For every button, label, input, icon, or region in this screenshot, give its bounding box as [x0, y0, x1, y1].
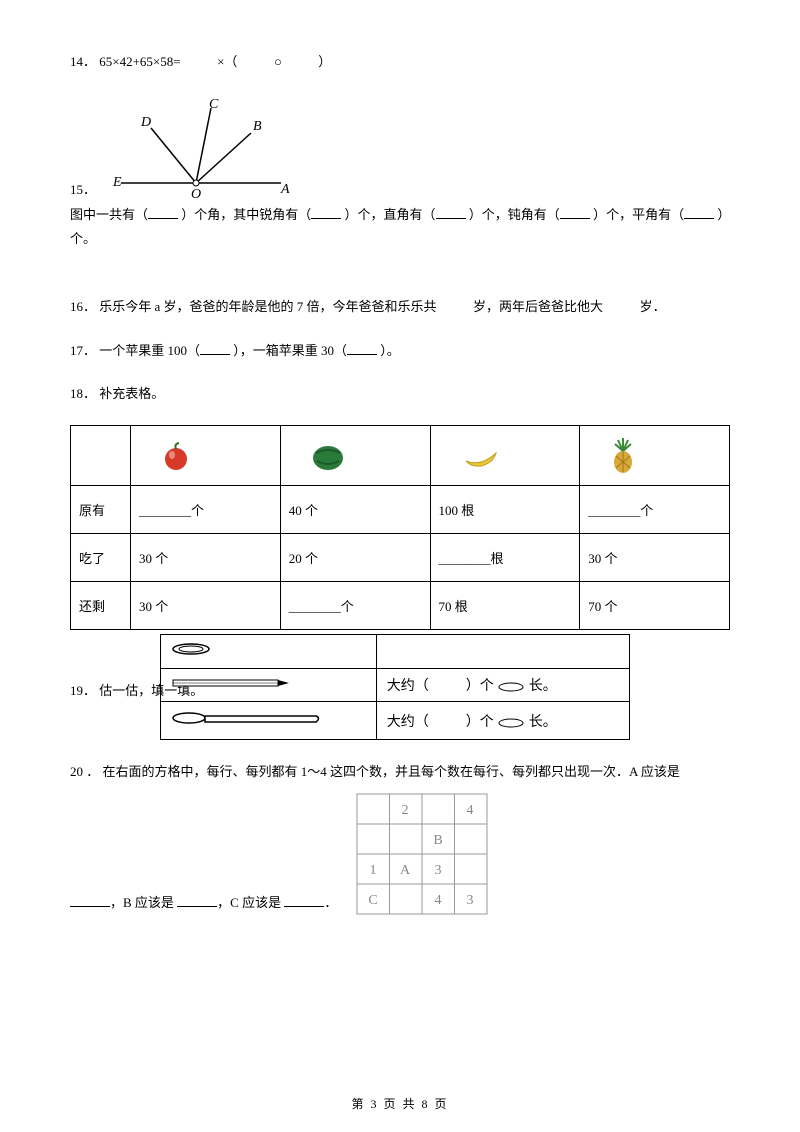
label-b: B: [253, 119, 262, 134]
apple-icon: [131, 426, 281, 486]
q15-text: 图中一共有（ ）个角，其中锐角有（ ）个，直角有（ ）个，钝角有（ ）个，平角有…: [70, 203, 730, 250]
label-e: E: [112, 175, 122, 190]
estimate-table: 大约（ ）个 长。 大约（ ）个 长。: [160, 634, 630, 740]
grid-cell: 3: [435, 863, 442, 878]
table-row: 大约（ ）个 长。: [161, 669, 630, 702]
grid-cell: 2: [402, 803, 409, 818]
banana-icon: [430, 426, 580, 486]
q15-row: 15． A B C D E O: [70, 93, 730, 203]
table-row: [161, 635, 630, 669]
label-o: O: [191, 187, 201, 198]
table-row: 吃了 30 个 20 个 ________根 30 个: [71, 534, 730, 582]
table-row: 原有 ________个 40 个 100 根 ________个: [71, 486, 730, 534]
q20-line1: 20 ． 在右面的方格中，每行、每列都有 1～4 这四个数，并且每个数在每行、每…: [70, 760, 730, 783]
q14-eq: 65×42+65×58=: [99, 54, 180, 69]
label-c: C: [209, 98, 219, 112]
label-d: D: [140, 115, 151, 130]
page-footer: 第 3 页 共 8 页: [0, 1095, 800, 1112]
pineapple-icon: [580, 426, 730, 486]
fruit-table: 原有 ________个 40 个 100 根 ________个 吃了 30 …: [70, 425, 730, 630]
q18: 18． 补充表格。: [70, 382, 730, 405]
q14-close: ）: [318, 54, 331, 69]
grid-cell: 4: [435, 893, 442, 908]
q15-num: 15．: [70, 179, 96, 198]
table-row: 还剩 30 个 ________个 70 根 70 个: [71, 582, 730, 630]
clip-icon: [161, 635, 377, 669]
q16: 16． 乐乐今年 a 岁，爸爸的年龄是他的 7 倍，今年爸爸和乐乐共 岁，两年后…: [70, 295, 730, 318]
knife-icon: [161, 702, 377, 740]
label-a: A: [280, 182, 290, 197]
grid-cell: 4: [467, 803, 474, 818]
q14-circle: ○: [274, 54, 282, 69]
grid-cell: B: [434, 833, 443, 848]
q14-num: 14．: [70, 54, 96, 69]
table-row: 大约（ ）个 长。: [161, 702, 630, 740]
grid-cell: C: [369, 893, 378, 908]
watermelon-icon: [280, 426, 430, 486]
angle-diagram: A B C D E O: [111, 98, 291, 198]
q20-wrap: ，B 应该是 ，C 应该是 ． 2 4 B 1 A 3 C 4 3: [70, 789, 730, 916]
grid-cell: 3: [467, 893, 474, 908]
table-row-icons: [71, 426, 730, 486]
clip-icon: [497, 681, 525, 693]
number-grid: 2 4 B 1 A 3 C 4 3: [347, 789, 497, 919]
grid-cell: 1: [370, 863, 377, 878]
q14: 14． 65×42+65×58= ×（ ○ ）: [70, 50, 730, 73]
grid-cell: A: [400, 863, 411, 878]
q14-op: ×（: [217, 54, 237, 69]
q17: 17． 一个苹果重 100（ ），一箱苹果重 30（ ）。: [70, 339, 730, 362]
clip-icon: [497, 717, 525, 729]
